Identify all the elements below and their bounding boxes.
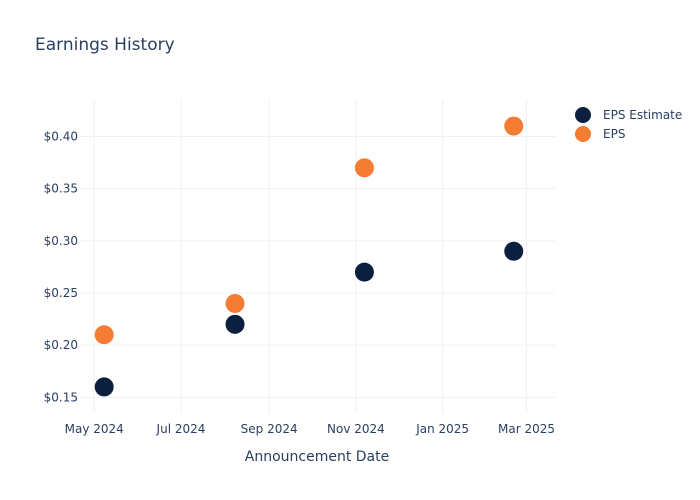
legend-marker-icon	[575, 126, 591, 142]
legend-label: EPS Estimate	[603, 108, 682, 122]
legend-item[interactable]: EPS	[575, 126, 625, 142]
legend-item[interactable]: EPS Estimate	[575, 107, 682, 123]
legend-marker-icon	[575, 107, 591, 123]
x-tick-label: Mar 2025	[498, 422, 555, 436]
y-axis-ticks: $0.15 $0.20 $0.25 $0.30 $0.35 $0.40	[44, 130, 78, 405]
x-tick-label: Nov 2024	[327, 422, 385, 436]
x-axis-ticks: May 2024 Jul 2024 Sep 2024 Nov 2024 Jan 2025…	[65, 422, 555, 436]
y-tick-label: $0.15	[44, 390, 78, 404]
legend-label: EPS	[603, 127, 625, 141]
data-point[interactable]	[504, 241, 524, 261]
x-tick-label: Jan 2025	[415, 422, 469, 436]
y-tick-label: $0.30	[44, 234, 78, 248]
y-tick-label: $0.35	[44, 182, 78, 196]
x-tick-label: Jul 2024	[156, 422, 206, 436]
data-point[interactable]	[225, 314, 245, 334]
x-tick-label: May 2024	[65, 422, 124, 436]
legend[interactable]: EPS Estimate EPS	[575, 107, 682, 142]
grid	[80, 100, 555, 413]
data-point[interactable]	[225, 293, 245, 313]
data-point[interactable]	[504, 116, 524, 136]
x-axis-title: Announcement Date	[245, 449, 389, 465]
y-tick-label: $0.20	[44, 338, 78, 352]
x-tick-label: Sep 2024	[241, 422, 298, 436]
y-tick-label: $0.25	[44, 286, 78, 300]
y-tick-label: $0.40	[44, 130, 78, 144]
data-point[interactable]	[354, 158, 374, 178]
chart-title: Earnings History	[35, 35, 175, 55]
data-point[interactable]	[354, 262, 374, 282]
data-points	[94, 116, 524, 397]
data-point[interactable]	[94, 377, 114, 397]
data-point[interactable]	[94, 325, 114, 345]
